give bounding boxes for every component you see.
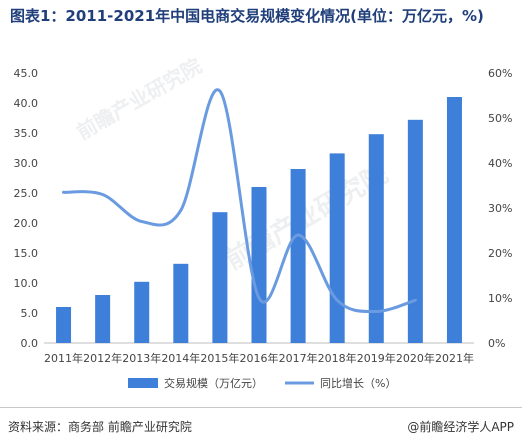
- y-left-tick-label: 15.0: [14, 247, 39, 260]
- x-tick-label: 2013年: [122, 351, 161, 365]
- x-tick-label: 2014年: [161, 351, 200, 365]
- y-axis-right: 0% 10% 20% 30% 40% 50% 60%: [488, 67, 512, 350]
- x-tick-label: 2011年: [44, 351, 83, 365]
- y-left-tick-label: 35.0: [14, 127, 39, 140]
- y-left-tick-label: 40.0: [14, 97, 39, 110]
- y-left-tick-label: 0.0: [21, 337, 39, 350]
- y-right-tick-label: 60%: [488, 67, 512, 80]
- y-right-tick-label: 0%: [488, 337, 505, 350]
- chart-canvas: 前瞻产业研究院 前瞻产业研究院 0.0 5.0 10.0 15.0 20.0 25.0 30…: [14, 54, 513, 390]
- x-tick-label: 2021年: [435, 351, 474, 365]
- x-tick-label: 2016年: [240, 351, 279, 365]
- bar: [173, 263, 189, 343]
- footer: 资料来源：商务部 前瞻产业研究院 @前瞻经济学人APP: [0, 407, 522, 443]
- y-left-tick-label: 20.0: [14, 217, 39, 230]
- x-tick-label: 2015年: [200, 351, 239, 365]
- bar: [368, 134, 384, 343]
- bar: [212, 212, 228, 343]
- growth-line: [62, 88, 417, 314]
- bar: [329, 153, 345, 343]
- y-right-tick-label: 30%: [488, 202, 512, 215]
- line-series: [62, 88, 417, 314]
- bar: [290, 169, 306, 343]
- bar: [56, 307, 72, 343]
- y-right-tick-label: 20%: [488, 247, 512, 260]
- legend-label-bar: 交易规模（万亿元）: [164, 376, 263, 390]
- watermark-text-1: 前瞻产业研究院: [73, 54, 206, 145]
- source-note: 资料来源：商务部 前瞻产业研究院: [8, 420, 192, 434]
- watermark: 前瞻产业研究院 前瞻产业研究院: [73, 54, 394, 277]
- bar: [95, 295, 111, 343]
- brand-credit: @前瞻经济学人APP: [407, 420, 514, 434]
- bar: [134, 281, 150, 343]
- chart-title: 图表1：2011-2021年中国电商交易规模变化情况(单位：万亿元，%): [10, 7, 484, 25]
- x-axis: 2011年 2012年 2013年 2014年 2015年 2016年 2017年 2018年…: [44, 342, 474, 365]
- y-left-tick-label: 45.0: [14, 67, 39, 80]
- legend-swatch-bar: [128, 378, 158, 388]
- x-tick-label: 2018年: [318, 351, 357, 365]
- legend-label-line: 同比增长（%）: [320, 376, 396, 390]
- y-left-tick-label: 10.0: [14, 277, 39, 290]
- legend: 交易规模（万亿元） 同比增长（%）: [128, 376, 396, 390]
- y-right-tick-label: 50%: [488, 112, 512, 125]
- y-right-tick-label: 10%: [488, 292, 512, 305]
- x-tick-label: 2012年: [83, 351, 122, 365]
- watermark-text-2: 前瞻产业研究院: [220, 158, 393, 276]
- x-tick-label: 2020年: [396, 351, 435, 365]
- y-left-tick-label: 25.0: [14, 187, 39, 200]
- x-tick-label: 2017年: [279, 351, 318, 365]
- bar: [446, 97, 462, 343]
- y-left-tick-label: 5.0: [21, 307, 39, 320]
- y-left-tick-label: 30.0: [14, 157, 39, 170]
- bar: [251, 187, 267, 343]
- bar-series: [56, 97, 462, 343]
- y-right-tick-label: 40%: [488, 157, 512, 170]
- x-tick-label: 2019年: [357, 351, 396, 365]
- y-axis-left: 0.0 5.0 10.0 15.0 20.0 25.0 30.0 35.0 40.0 45.0: [14, 67, 39, 350]
- bar: [407, 119, 423, 343]
